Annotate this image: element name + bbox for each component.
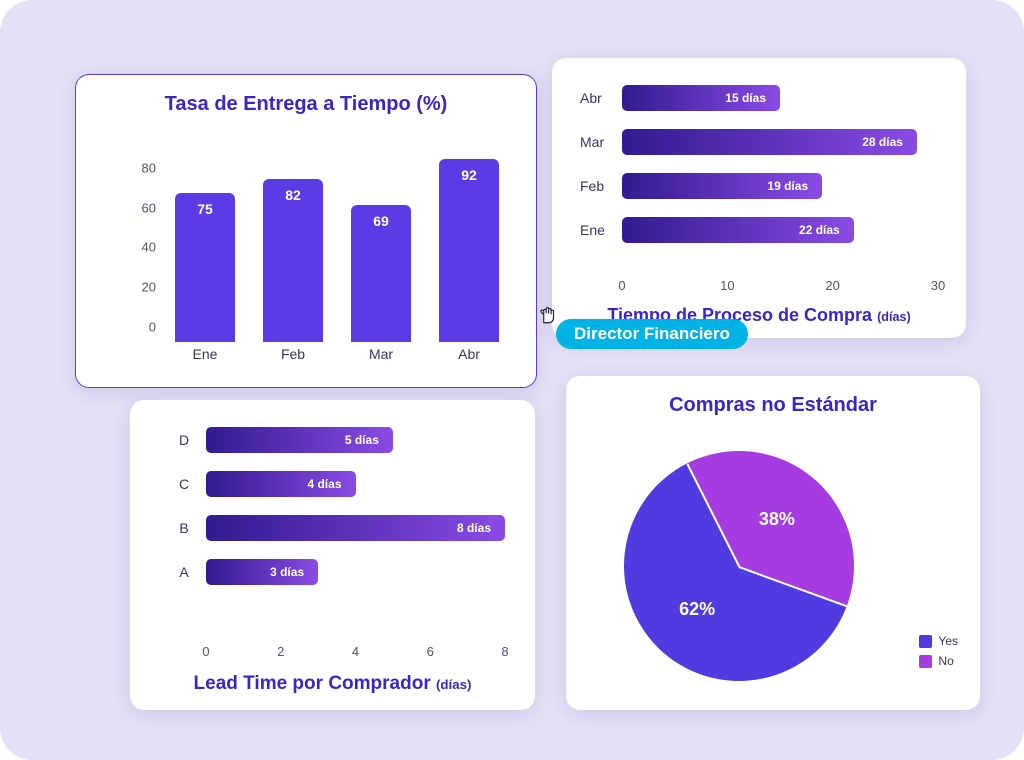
chart-delivery-rate: Tasa de Entrega a Tiempo (%) 0 20 40 60 80 7… (75, 74, 537, 388)
chart1-xcat: Ene (193, 346, 218, 362)
hbar-bar: 8 días (206, 515, 505, 541)
chart1-bar: 75 (175, 193, 235, 342)
pointer-hand-icon (534, 300, 560, 326)
hbar-xtick: 20 (825, 278, 839, 293)
chart1-bar: 69 (351, 205, 411, 342)
chart1-ytick: 20 (121, 280, 156, 295)
hbar-cat: Abr (580, 90, 616, 106)
hbar-bar: 28 días (622, 129, 917, 155)
hbar-bar: 15 días (622, 85, 780, 111)
chart1-bar: 82 (263, 179, 323, 342)
hbar-xtick: 0 (618, 278, 625, 293)
chart4-title: Compras no Estándar (566, 394, 980, 417)
hbar-cat: Mar (580, 134, 616, 150)
hbar-cat: B (170, 520, 198, 536)
hbar-row: Mar 28 días (580, 120, 938, 164)
hbar-row: A 3 días (170, 550, 505, 594)
hbar-cat: D (170, 432, 198, 448)
chart1-title: Tasa de Entrega a Tiempo (%) (76, 93, 536, 116)
pie-legend: Yes No (919, 628, 958, 668)
hbar-row: B 8 días (170, 506, 505, 550)
pie-label-yes: 62% (679, 599, 715, 620)
chart1-plot: 0 20 40 60 80 75 82 69 92 Ene Feb Mar Abr (121, 145, 511, 362)
hbar-cat: A (170, 564, 198, 580)
legend-swatch-yes (919, 635, 932, 648)
hbar-row: C 4 días (170, 462, 505, 506)
hbar-bar: 3 días (206, 559, 318, 585)
hbar-xtick: 8 (501, 644, 508, 659)
hbar-xtick: 6 (427, 644, 434, 659)
chart-lead-time-buyer: D 5 días C 4 días B 8 días A 3 días 0 2 4 6 8 Lead … (130, 400, 535, 710)
hbar-xtick: 4 (352, 644, 359, 659)
chart2-plot: Abr 15 días Mar 28 días Feb 19 días Ene 22 días (580, 76, 938, 274)
pie-wrap: 62% 38% (624, 451, 854, 681)
chart-purchase-process-time: Abr 15 días Mar 28 días Feb 19 días Ene 22 días… (552, 58, 966, 338)
chart3-title-unit: (días) (436, 677, 471, 692)
hbar-xtick: 30 (931, 278, 945, 293)
chart1-xcat: Abr (458, 346, 480, 362)
hbar-row: Ene 22 días (580, 208, 938, 252)
legend-label-yes: Yes (938, 634, 958, 648)
chart3-title: Lead Time por Comprador (días) (130, 673, 535, 695)
hbar-bar: 5 días (206, 427, 393, 453)
hbar-xtick: 10 (720, 278, 734, 293)
chart1-bar-value: 75 (175, 201, 235, 217)
hbar-row: D 5 días (170, 418, 505, 462)
chart1-bar: 92 (439, 159, 499, 342)
chart1-ytick: 80 (121, 160, 156, 175)
chart1-ytick: 40 (121, 240, 156, 255)
role-pill[interactable]: Director Financiero (556, 319, 748, 349)
hbar-xtick: 2 (277, 644, 284, 659)
chart-nonstandard-purchases: Compras no Estándar 62% 38% Yes No (566, 376, 980, 710)
hbar-bar: 19 días (622, 173, 822, 199)
pie-label-no: 38% (759, 509, 795, 530)
legend-item-yes: Yes (919, 634, 958, 648)
chart1-bar-value: 69 (351, 213, 411, 229)
chart1-ytick: 60 (121, 200, 156, 215)
legend-item-no: No (919, 654, 958, 668)
chart1-xcat: Mar (369, 346, 393, 362)
hbar-row: Feb 19 días (580, 164, 938, 208)
chart1-bar-value: 82 (263, 187, 323, 203)
hbar-cat: Feb (580, 178, 616, 194)
hbar-bar: 22 días (622, 217, 854, 243)
hbar-cat: Ene (580, 222, 616, 238)
chart1-bar-value: 92 (439, 167, 499, 183)
hbar-bar: 4 días (206, 471, 356, 497)
chart2-title-unit: (días) (877, 310, 911, 324)
legend-swatch-no (919, 655, 932, 668)
chart3-title-text: Lead Time por Comprador (194, 673, 431, 694)
chart1-ytick: 0 (121, 320, 156, 335)
hbar-row: Abr 15 días (580, 76, 938, 120)
legend-label-no: No (938, 654, 953, 668)
chart1-xcat: Feb (281, 346, 305, 362)
hbar-xtick: 0 (202, 644, 209, 659)
hbar-cat: C (170, 476, 198, 492)
chart3-plot: D 5 días C 4 días B 8 días A 3 días (170, 418, 505, 640)
